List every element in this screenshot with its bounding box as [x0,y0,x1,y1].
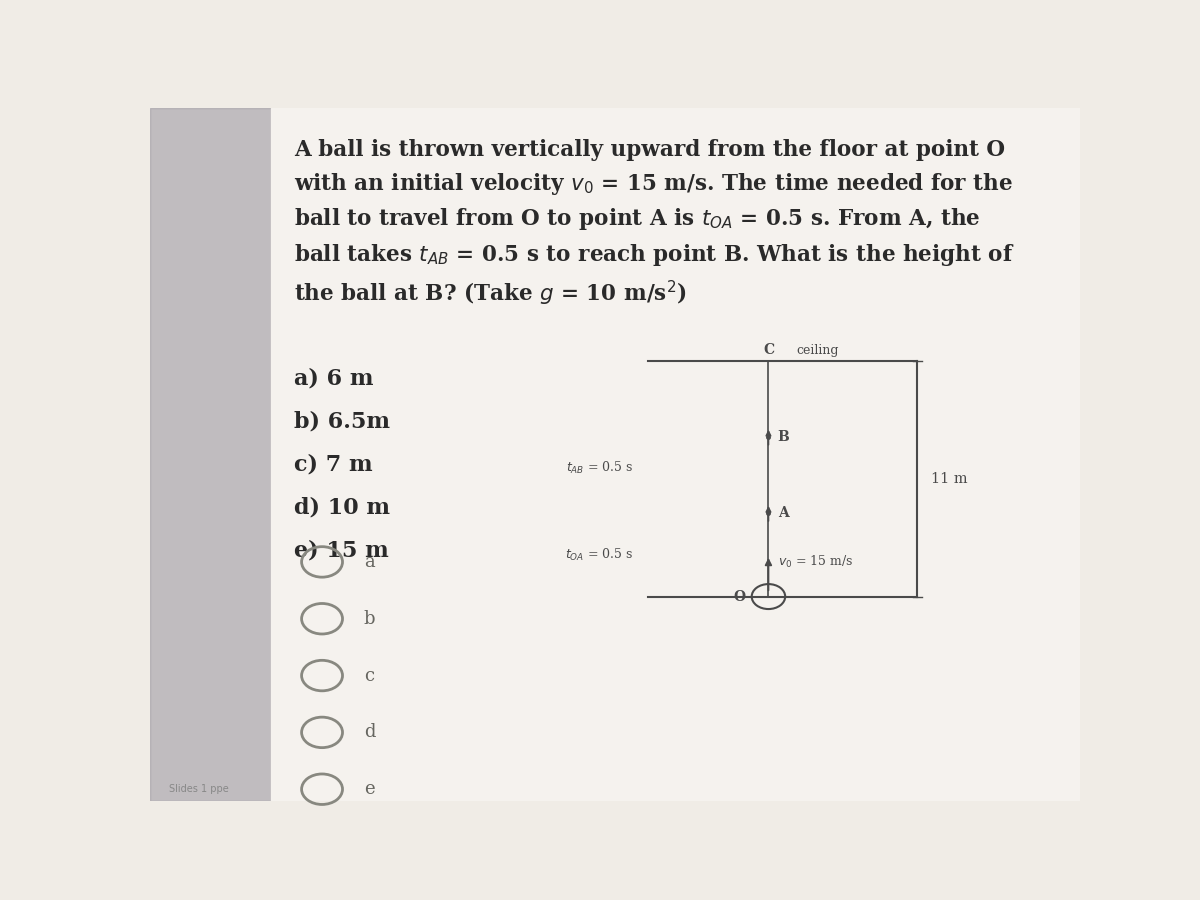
Text: A ball is thrown vertically upward from the floor at point O
with an initial vel: A ball is thrown vertically upward from … [294,140,1014,308]
Text: c) 7 m: c) 7 m [294,454,373,476]
Text: d: d [364,724,376,742]
Text: ceiling: ceiling [797,345,839,357]
Text: c: c [364,667,374,685]
Bar [150,108,271,801]
Text: C: C [763,344,774,357]
Text: $v_0$ = 15 m/s: $v_0$ = 15 m/s [778,554,853,570]
Text: B: B [778,430,790,445]
Text: a: a [364,553,374,571]
Text: $t_{OA}$ = 0.5 s: $t_{OA}$ = 0.5 s [565,547,634,563]
Text: A: A [778,507,788,520]
Text: e: e [364,780,374,798]
Text: O: O [733,590,745,604]
Text: $t_{AB}$ = 0.5 s: $t_{AB}$ = 0.5 s [566,460,634,476]
Text: b: b [364,609,376,627]
Text: d) 10 m: d) 10 m [294,497,390,518]
Text: Slides 1 ppe: Slides 1 ppe [168,784,228,794]
Text: 11 m: 11 m [931,472,968,486]
Bar [271,108,1080,801]
Text: b) 6.5m: b) 6.5m [294,410,390,433]
Text: a) 6 m: a) 6 m [294,368,373,390]
Text: e) 15 m: e) 15 m [294,540,389,562]
